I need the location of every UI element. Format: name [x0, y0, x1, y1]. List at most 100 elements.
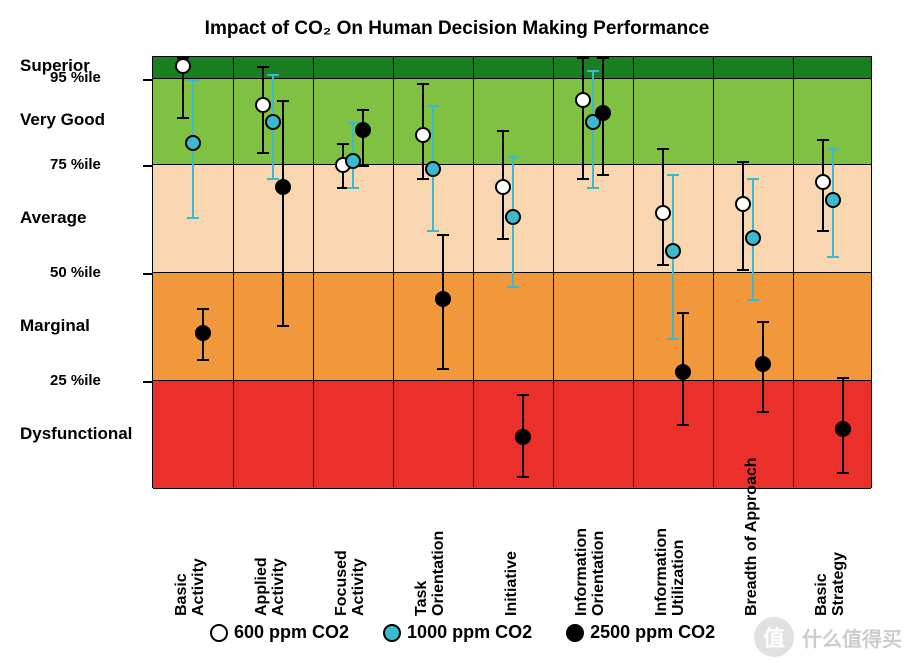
error-bar-cap — [187, 79, 199, 81]
error-bar-cap — [497, 238, 509, 240]
chart-container: Impact of CO₂ On Human Decision Making P… — [0, 0, 914, 667]
data-point — [665, 243, 681, 259]
error-bar-cap — [657, 264, 669, 266]
data-point — [265, 114, 281, 130]
legend-label: 1000 ppm CO2 — [407, 622, 532, 643]
chart-title-text: Impact of CO₂ On Human Decision Making P… — [205, 18, 710, 39]
error-bar-cap — [427, 105, 439, 107]
error-bar-cap — [197, 308, 209, 310]
error-bar-cap — [197, 359, 209, 361]
error-bar-cap — [667, 174, 679, 176]
error-bar-cap — [507, 156, 519, 158]
error-bar-cap — [277, 100, 289, 102]
data-point — [505, 209, 521, 225]
category-label: BasicStrategy — [814, 552, 848, 616]
error-bar — [582, 57, 584, 178]
y-band-label: Marginal — [20, 316, 90, 336]
data-point — [825, 192, 841, 208]
error-bar-cap — [267, 74, 279, 76]
y-band-label: Dysfunctional — [20, 424, 132, 444]
error-bar-cap — [347, 187, 359, 189]
data-point — [575, 92, 591, 108]
legend-marker-icon — [210, 624, 228, 642]
data-point — [195, 325, 211, 341]
error-bar-cap — [597, 174, 609, 176]
error-bar-cap — [417, 83, 429, 85]
error-bar-cap — [587, 187, 599, 189]
legend-item: 2500 ppm CO2 — [566, 622, 715, 643]
chart-title: Impact of CO₂ On Human Decision Making P… — [0, 18, 914, 40]
v-gridline — [313, 57, 314, 487]
error-bar-cap — [667, 338, 679, 340]
error-bar-cap — [657, 148, 669, 150]
watermark-badge-icon: 值 — [754, 617, 794, 657]
plot-area — [152, 56, 872, 488]
error-bar-cap — [577, 178, 589, 180]
error-bar-cap — [507, 286, 519, 288]
y-tick — [143, 165, 153, 167]
category-label: Initiative — [504, 551, 521, 616]
v-gridline — [793, 57, 794, 487]
data-point — [755, 356, 771, 372]
y-tick — [143, 381, 153, 383]
category-label: InformationUtilization — [654, 528, 688, 616]
error-bar-cap — [757, 411, 769, 413]
error-bar-cap — [337, 143, 349, 145]
legend-label: 2500 ppm CO2 — [590, 622, 715, 643]
error-bar-cap — [577, 57, 589, 59]
error-bar-cap — [677, 312, 689, 314]
y-tick — [143, 273, 153, 275]
data-point — [415, 127, 431, 143]
v-gridline — [553, 57, 554, 487]
data-point — [255, 97, 271, 113]
error-bar-cap — [737, 161, 749, 163]
data-point — [745, 230, 761, 246]
error-bar-cap — [587, 70, 599, 72]
error-bar-cap — [597, 57, 609, 59]
data-point — [675, 364, 691, 380]
v-gridline — [473, 57, 474, 487]
data-point — [515, 429, 531, 445]
legend-marker-icon — [566, 624, 584, 642]
legend: 600 ppm CO2 1000 ppm CO2 2500 ppm CO2 — [210, 622, 715, 643]
category-label: Breadth of Approach — [744, 457, 761, 616]
error-bar-cap — [517, 476, 529, 478]
y-pct-label: 25 %ile — [50, 372, 101, 389]
legend-marker-icon — [383, 624, 401, 642]
data-point — [495, 179, 511, 195]
error-bar-cap — [517, 394, 529, 396]
error-bar-cap — [827, 256, 839, 258]
error-bar-cap — [187, 217, 199, 219]
error-bar-cap — [817, 139, 829, 141]
y-pct-label: 50 %ile — [50, 264, 101, 281]
error-bar-cap — [357, 165, 369, 167]
y-tick — [143, 79, 153, 81]
error-bar-cap — [837, 377, 849, 379]
error-bar-cap — [757, 321, 769, 323]
error-bar — [282, 100, 284, 325]
y-band-label: Average — [20, 208, 86, 228]
data-point — [275, 179, 291, 195]
category-label: AppliedActivity — [254, 557, 288, 616]
v-gridline — [233, 57, 234, 487]
error-bar-cap — [837, 472, 849, 474]
legend-label: 600 ppm CO2 — [234, 622, 349, 643]
data-point — [425, 161, 441, 177]
data-point — [355, 122, 371, 138]
data-point — [185, 135, 201, 151]
error-bar — [742, 161, 744, 269]
v-gridline — [713, 57, 714, 487]
error-bar-cap — [177, 117, 189, 119]
band-superior — [153, 57, 871, 79]
data-point — [435, 291, 451, 307]
error-bar-cap — [817, 230, 829, 232]
v-gridline — [633, 57, 634, 487]
watermark: 值 什么值得买 — [754, 617, 902, 657]
y-pct-label: 95 %ile — [50, 69, 101, 86]
legend-item: 600 ppm CO2 — [210, 622, 349, 643]
y-band-label: Very Good — [20, 110, 105, 130]
error-bar-cap — [497, 130, 509, 132]
error-bar-cap — [427, 230, 439, 232]
error-bar-cap — [277, 325, 289, 327]
data-point — [835, 421, 851, 437]
